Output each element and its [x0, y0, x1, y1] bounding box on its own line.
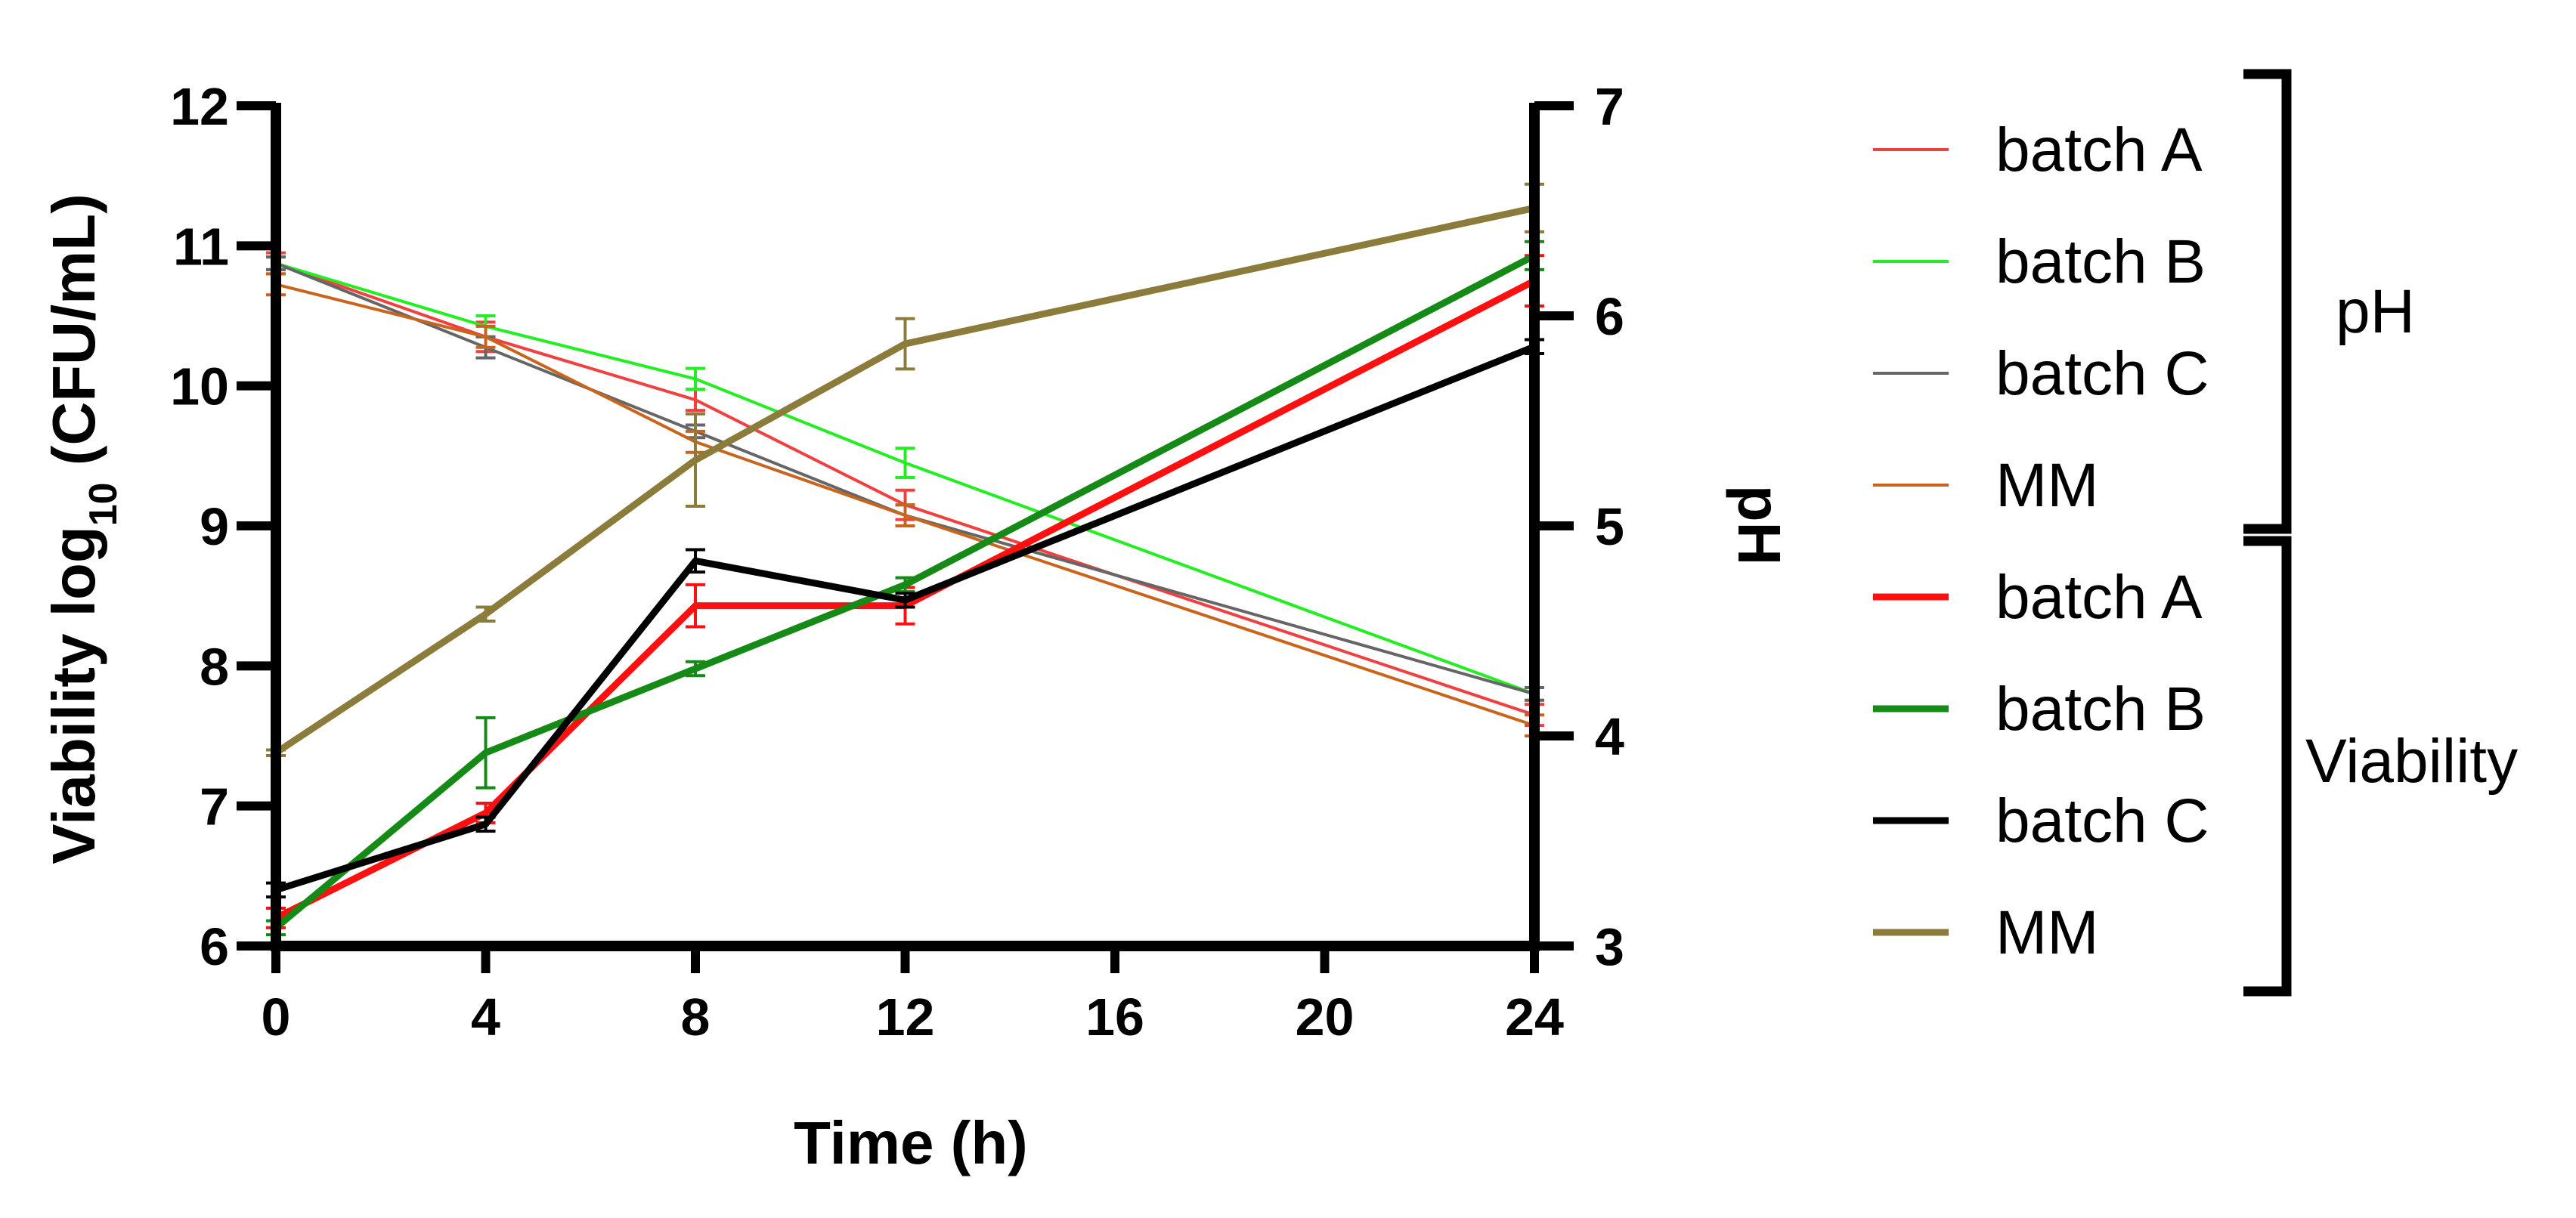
x-tick-label: 8 [681, 988, 711, 1046]
data-point [695, 604, 696, 607]
legend-item: batch B [1873, 227, 2206, 296]
data-point [485, 752, 487, 754]
y-right-axis-title: pH [1726, 485, 1793, 566]
y-left-title-suffix: (CFU/mL) [40, 193, 107, 482]
legend-label: batch B [1995, 675, 2206, 743]
legend-label: batch C [1995, 339, 2209, 408]
y-left-tick-label: 6 [200, 917, 229, 976]
data-point [904, 599, 906, 601]
data-point [695, 668, 696, 670]
data-point [904, 583, 906, 586]
y-left-tick-label: 10 [170, 357, 229, 416]
data-point [695, 560, 696, 562]
series-line [274, 204, 1535, 756]
y-left-tick-label: 12 [170, 77, 229, 136]
series-viability-mm [266, 182, 1544, 757]
data-point [485, 823, 487, 825]
legend-item: batch C [1873, 339, 2209, 408]
x-tick-label: 16 [1085, 988, 1144, 1046]
legend-label: batch C [1995, 787, 2209, 855]
y-right-tick-label: 7 [1595, 77, 1624, 136]
legend-item: batch A [1873, 563, 2203, 632]
legend-item: MM [1873, 451, 2099, 520]
legend-item: batch B [1873, 675, 2206, 743]
legend-group-ph-label: pH [2336, 277, 2415, 346]
data-point [485, 335, 487, 338]
legend-group-viability-label: Viability [2305, 727, 2518, 796]
legend-bracket-ph [2243, 69, 2292, 534]
data-point [695, 399, 696, 401]
y-left-axis-title: Viability log10 (CFU/mL) [40, 193, 125, 864]
y-right-tick-label: 6 [1595, 287, 1624, 346]
legend-label: MM [1995, 451, 2099, 520]
legend-label: batch A [1995, 116, 2203, 184]
data-point [904, 515, 906, 517]
legend-item: batch A [1873, 116, 2203, 184]
legend-label: batch A [1995, 563, 2203, 632]
y-left-tick-label: 9 [200, 497, 229, 556]
y-right-tick-label: 3 [1595, 917, 1624, 976]
axes: 0 4 8 12 16 20 24 6 7 8 9 10 11 12 3 4 5 6 7 [170, 77, 1624, 1046]
plot-area [266, 182, 1544, 937]
y-left-title-subscript: 10 [82, 482, 125, 526]
legend-bracket-viability [2243, 536, 2292, 997]
x-axis-title: Time (h) [794, 1109, 1028, 1176]
data-point [695, 378, 696, 380]
y-right-tick-label: 4 [1595, 707, 1624, 766]
y-left-tick-label: 7 [200, 777, 229, 836]
y-left-title-prefix: Viability log [40, 526, 107, 864]
legend-item: MM [1873, 898, 2099, 967]
x-tick-label: 24 [1505, 988, 1564, 1046]
legend-label: MM [1995, 898, 2099, 967]
legend: batch A batch B batch C MM batch A batch B bat… [1873, 69, 2292, 997]
y-right-tick-label: 5 [1595, 497, 1624, 556]
x-tick-label: 4 [471, 988, 500, 1046]
data-point [904, 343, 906, 345]
data-point [485, 613, 487, 615]
x-tick-label: 12 [876, 988, 935, 1046]
y-left-tick-label: 8 [200, 637, 229, 696]
data-point [695, 459, 696, 461]
y-left-tick-label: 11 [173, 217, 229, 276]
data-point [904, 462, 906, 464]
x-tick-label: 0 [262, 988, 291, 1046]
legend-label: batch B [1995, 227, 2206, 296]
legend-item: batch C [1873, 787, 2209, 855]
x-tick-label: 20 [1296, 988, 1355, 1046]
data-point [485, 811, 487, 814]
